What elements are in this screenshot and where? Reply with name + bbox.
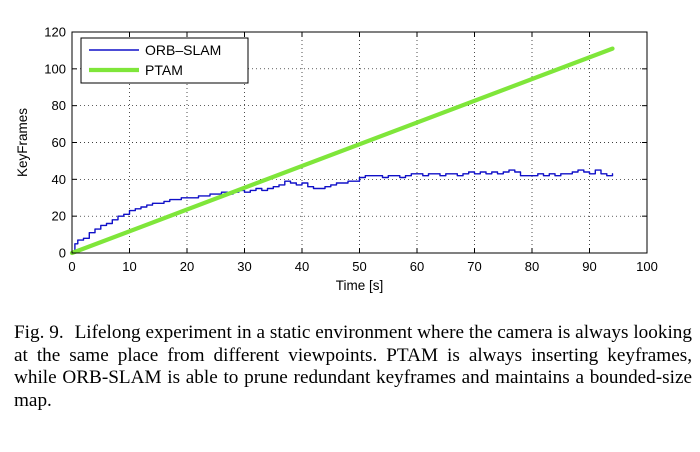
- y-tick-label: 120: [44, 25, 66, 40]
- legend-label-orb-slam: ORB–SLAM: [145, 42, 221, 58]
- y-axis-title: KeyFrames: [15, 108, 30, 177]
- y-tick-label: 80: [52, 98, 66, 113]
- x-tick-label: 30: [237, 259, 251, 274]
- y-tick-label: 0: [59, 246, 66, 261]
- x-tick-label: 50: [352, 259, 366, 274]
- x-tick-label: 100: [636, 259, 658, 274]
- tick-layer: 0 10 20 30 40 50 60 70 80 90 100 0 20 40 60 80 100 120: [44, 25, 658, 275]
- legend-box: [80, 37, 249, 84]
- x-tick-label: 70: [467, 259, 481, 274]
- y-tick-label: 60: [52, 135, 66, 150]
- y-tick-label: 100: [44, 61, 66, 76]
- x-axis-title: Time [s]: [336, 278, 384, 293]
- series-layer: [69, 46, 615, 256]
- x-tick-label: 80: [525, 259, 539, 274]
- x-tick-label: 0: [68, 259, 75, 274]
- x-tick-label: 60: [410, 259, 424, 274]
- y-tick-label: 20: [52, 209, 66, 224]
- figure-caption: Fig. 9. Lifelong experiment in a static …: [14, 322, 692, 412]
- x-tick-label: 90: [582, 259, 596, 274]
- keyframes-chart: 0 10 20 30 40 50 60 70 80 90 100 0 20 40 60 80 100 120 Ti…: [15, 25, 658, 294]
- figure-number: Fig. 9.: [14, 322, 64, 343]
- y-tick-label: 40: [52, 172, 66, 187]
- series-line-ptam: [69, 46, 615, 256]
- x-tick-label: 20: [180, 259, 194, 274]
- x-tick-label: 10: [122, 259, 136, 274]
- x-tick-label: 40: [295, 259, 309, 274]
- caption-text: Lifelong experiment in a static environm…: [14, 322, 692, 411]
- legend-label-ptam: PTAM: [145, 62, 183, 78]
- series-line-orb-slam: [71, 169, 614, 254]
- legend: ORB–SLAM PTAM: [80, 37, 249, 84]
